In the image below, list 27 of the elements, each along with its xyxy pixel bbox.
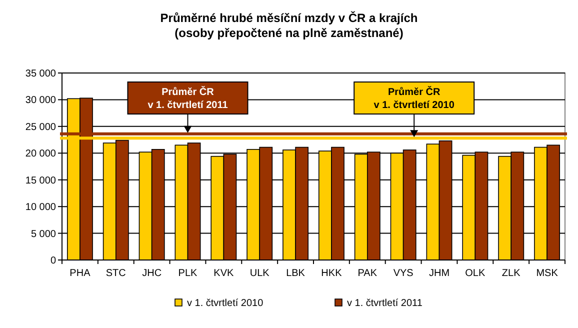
y-tick-label: 30 000 [25, 95, 56, 106]
x-tick-label: ULK [250, 268, 270, 279]
ref-line-label: Průměr ČR v 1. čtvrtletí 2010 [374, 86, 455, 111]
x-tick-label: LBK [286, 268, 306, 279]
x-tick-label: HKK [321, 268, 342, 279]
x-tick-label: PHA [70, 268, 91, 279]
x-tick-label: VYS [393, 268, 414, 279]
x-tick-label: JHC [142, 268, 162, 279]
x-tick-label: ZLK [502, 268, 521, 279]
ref-line-label: Průměr ČR v 1. čtvrtletí 2011 [148, 86, 228, 111]
x-tick-label: KVK [214, 268, 234, 279]
chart-title: Průměrné hrubé měsíční mzdy v ČR a krajích (osoby přepočtené na plně zaměstnané) [160, 11, 418, 40]
y-tick-label: 15 000 [25, 175, 56, 186]
y-tick-label: 5 000 [30, 228, 56, 240]
y-tick-label: 35 000 [25, 68, 56, 80]
y-tick-label: 25 000 [25, 122, 56, 133]
legend-label: v 1. čtvrtletí 2010 [187, 298, 264, 309]
x-tick-label: OLK [465, 268, 486, 279]
y-tick-label: 0 [50, 256, 56, 266]
legend-label: v 1. čtvrtletí 2011 [347, 298, 423, 309]
x-tick-label: PAK [358, 268, 378, 279]
x-tick-label: PLK [178, 268, 198, 279]
y-tick-label: 20 000 [25, 148, 56, 160]
x-tick-label: STC [106, 268, 126, 279]
y-tick-label: 10 000 [25, 202, 56, 214]
x-tick-label: MSK [536, 268, 558, 279]
x-tick-label: JHM [428, 268, 450, 279]
